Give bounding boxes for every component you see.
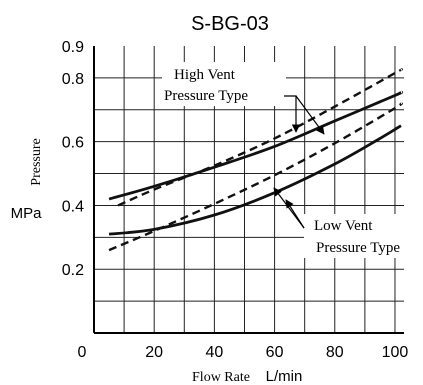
axes: [93, 46, 404, 334]
y-tick-label-0: 0.2: [62, 262, 84, 279]
annotations: High Vent Pressure Type Low Vent Pressure T…: [162, 62, 422, 258]
low-vent-label-line-2: Pressure Type: [316, 240, 400, 256]
series-line-0: [108, 90, 404, 201]
x-tick-label-0: 0: [78, 344, 87, 361]
series-line-1: [117, 68, 403, 207]
high-vent-label-line-2: Pressure Type: [164, 88, 248, 104]
x-tick-label-3: 60: [266, 344, 284, 361]
high-vent-label-bg: [162, 62, 286, 106]
x-tick-label-1: 20: [145, 344, 163, 361]
tick-labels: 0 20 40 60 80 100 0.2 0.4 0.6 0.8 0.9: [62, 39, 409, 361]
y-axis-unit: MPa: [11, 205, 43, 222]
x-axis-label: Flow Rate: [192, 370, 250, 385]
low-vent-label-bg: [304, 214, 422, 258]
high-vent-pointer-2: [295, 95, 325, 135]
y-axis-label: Pressure: [29, 138, 44, 185]
high-vent-label-line-1: High Vent: [174, 67, 236, 83]
low-vent-label-line-1: Low Vent: [314, 218, 373, 234]
y-tick-label-3: 0.8: [62, 71, 84, 88]
y-tick-label-2: 0.6: [62, 135, 84, 152]
low-vent-pointer-2: [285, 199, 305, 229]
y-tick-label-4: 0.9: [62, 39, 84, 56]
series-line-3: [108, 102, 403, 252]
x-axis-unit: L/min: [266, 368, 303, 385]
x-tick-label-4: 80: [326, 344, 344, 361]
y-tick-label-1: 0.4: [62, 198, 84, 215]
chart-title: S-BG-03: [191, 13, 269, 35]
x-tick-label-2: 40: [205, 344, 223, 361]
x-tick-label-5: 100: [382, 344, 409, 361]
